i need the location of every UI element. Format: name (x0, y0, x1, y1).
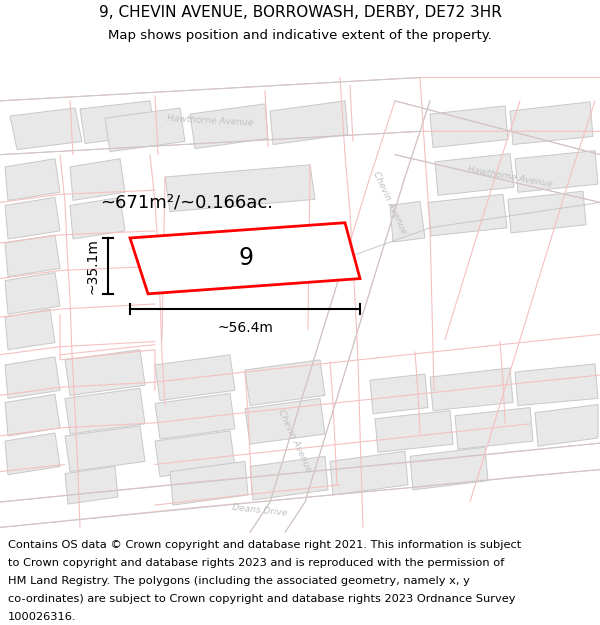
Polygon shape (5, 235, 60, 276)
Polygon shape (508, 191, 586, 233)
Text: 9: 9 (238, 246, 253, 270)
Polygon shape (455, 408, 533, 449)
Polygon shape (130, 222, 360, 294)
Polygon shape (155, 355, 235, 401)
Polygon shape (5, 357, 60, 399)
Text: co-ordinates) are subject to Crown copyright and database rights 2023 Ordnance S: co-ordinates) are subject to Crown copyr… (8, 594, 515, 604)
Polygon shape (80, 101, 155, 144)
Polygon shape (245, 360, 325, 406)
Polygon shape (410, 448, 488, 490)
Polygon shape (65, 350, 145, 396)
Polygon shape (535, 404, 598, 446)
Polygon shape (155, 431, 235, 477)
Polygon shape (330, 451, 408, 495)
Text: Map shows position and indicative extent of the property.: Map shows position and indicative extent… (108, 29, 492, 42)
Polygon shape (190, 104, 268, 149)
Polygon shape (155, 393, 235, 439)
Text: to Crown copyright and database rights 2023 and is reproduced with the permissio: to Crown copyright and database rights 2… (8, 558, 504, 568)
Text: 100026316.: 100026316. (8, 612, 76, 622)
Polygon shape (5, 159, 60, 201)
Text: Chevin Avenue: Chevin Avenue (277, 408, 313, 474)
Polygon shape (250, 456, 328, 500)
Polygon shape (165, 165, 315, 211)
Text: Chevin Avenue: Chevin Avenue (371, 170, 409, 235)
Polygon shape (515, 151, 598, 192)
Polygon shape (428, 194, 507, 236)
Polygon shape (270, 101, 348, 144)
Polygon shape (65, 388, 145, 434)
Text: ~35.1m: ~35.1m (86, 238, 100, 294)
Polygon shape (370, 374, 428, 414)
Text: ~56.4m: ~56.4m (217, 321, 273, 335)
Polygon shape (435, 154, 514, 195)
Polygon shape (170, 461, 248, 505)
Polygon shape (430, 106, 508, 148)
Polygon shape (510, 102, 593, 144)
Polygon shape (5, 433, 60, 474)
Polygon shape (65, 466, 118, 504)
Polygon shape (245, 399, 325, 444)
Polygon shape (70, 198, 125, 239)
Polygon shape (105, 108, 185, 152)
Polygon shape (65, 426, 145, 471)
Polygon shape (5, 394, 60, 436)
Polygon shape (430, 368, 513, 411)
Text: HM Land Registry. The polygons (including the associated geometry, namely x, y: HM Land Registry. The polygons (includin… (8, 576, 470, 586)
Polygon shape (5, 309, 55, 350)
Polygon shape (390, 201, 425, 242)
Polygon shape (375, 411, 453, 452)
Polygon shape (10, 108, 82, 149)
Text: Hawthorne Avenue: Hawthorne Avenue (467, 165, 553, 189)
Polygon shape (515, 364, 598, 406)
Text: ~671m²/~0.166ac.: ~671m²/~0.166ac. (100, 193, 273, 211)
Text: 9, CHEVIN AVENUE, BORROWASH, DERBY, DE72 3HR: 9, CHEVIN AVENUE, BORROWASH, DERBY, DE72… (98, 5, 502, 20)
Text: Contains OS data © Crown copyright and database right 2021. This information is : Contains OS data © Crown copyright and d… (8, 540, 521, 550)
Polygon shape (5, 272, 60, 314)
Text: Deans Drive: Deans Drive (232, 503, 288, 518)
Polygon shape (70, 159, 125, 201)
Text: Hawthorne Avenue: Hawthorne Avenue (167, 114, 253, 128)
Polygon shape (5, 198, 60, 239)
